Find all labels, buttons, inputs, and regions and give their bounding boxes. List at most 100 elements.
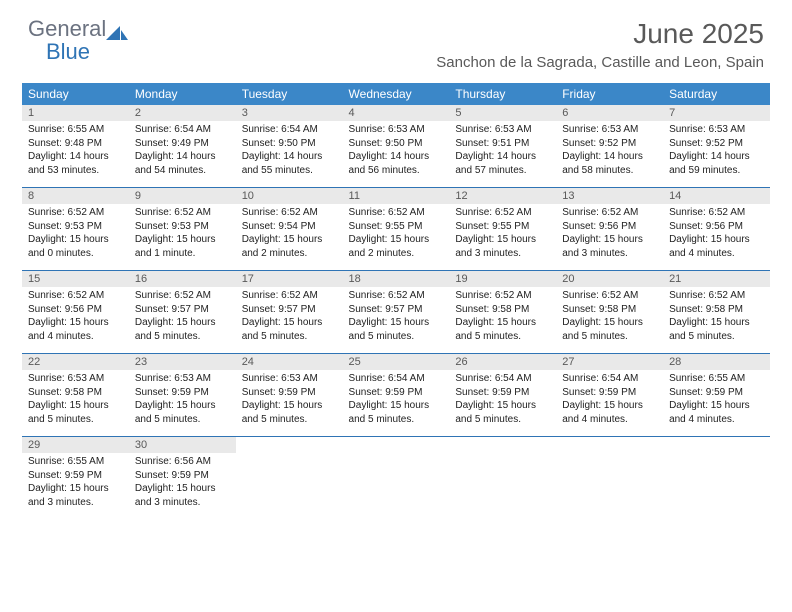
day-number: 18	[343, 271, 450, 287]
day-cell: Sunrise: 6:52 AMSunset: 9:55 PMDaylight:…	[343, 204, 450, 271]
day-line: Sunrise: 6:52 AM	[669, 206, 764, 220]
day-line: Sunset: 9:57 PM	[349, 303, 444, 317]
day-cell	[556, 453, 663, 519]
day-line: Daylight: 15 hours	[242, 399, 337, 413]
day-line: Sunrise: 6:53 AM	[28, 372, 123, 386]
day-body-row: Sunrise: 6:52 AMSunset: 9:53 PMDaylight:…	[22, 204, 770, 271]
day-line: Sunset: 9:52 PM	[562, 137, 657, 151]
day-line: Daylight: 14 hours	[455, 150, 550, 164]
day-number: 29	[22, 437, 129, 453]
day-line: Daylight: 15 hours	[669, 399, 764, 413]
day-line: Daylight: 15 hours	[349, 233, 444, 247]
day-number: 25	[343, 354, 450, 370]
day-number: 2	[129, 105, 236, 121]
day-line: Daylight: 15 hours	[669, 233, 764, 247]
day-line: Sunset: 9:55 PM	[455, 220, 550, 234]
day-number: 13	[556, 188, 663, 204]
day-line: and 5 minutes.	[135, 413, 230, 427]
day-cell: Sunrise: 6:54 AMSunset: 9:59 PMDaylight:…	[343, 370, 450, 437]
day-line: Sunrise: 6:53 AM	[135, 372, 230, 386]
day-cell: Sunrise: 6:52 AMSunset: 9:54 PMDaylight:…	[236, 204, 343, 271]
day-cell: Sunrise: 6:54 AMSunset: 9:49 PMDaylight:…	[129, 121, 236, 188]
day-number: 30	[129, 437, 236, 453]
day-line: and 4 minutes.	[562, 413, 657, 427]
day-cell	[236, 453, 343, 519]
day-number: 6	[556, 105, 663, 121]
day-line: Sunrise: 6:52 AM	[455, 206, 550, 220]
day-cell: Sunrise: 6:52 AMSunset: 9:53 PMDaylight:…	[129, 204, 236, 271]
weekday-header: Thursday	[449, 83, 556, 105]
day-line: Daylight: 15 hours	[28, 233, 123, 247]
day-line: Sunrise: 6:56 AM	[135, 455, 230, 469]
day-line: Sunrise: 6:54 AM	[135, 123, 230, 137]
day-number	[663, 437, 770, 453]
day-line: Daylight: 14 hours	[349, 150, 444, 164]
location-subtitle: Sanchon de la Sagrada, Castille and Leon…	[436, 54, 764, 71]
day-line: Sunset: 9:54 PM	[242, 220, 337, 234]
day-cell: Sunrise: 6:56 AMSunset: 9:59 PMDaylight:…	[129, 453, 236, 519]
day-line: Daylight: 14 hours	[135, 150, 230, 164]
day-line: Daylight: 15 hours	[135, 233, 230, 247]
day-cell: Sunrise: 6:52 AMSunset: 9:55 PMDaylight:…	[449, 204, 556, 271]
day-line: Sunrise: 6:52 AM	[135, 289, 230, 303]
day-line: Daylight: 15 hours	[455, 233, 550, 247]
day-line: Sunrise: 6:55 AM	[669, 372, 764, 386]
day-cell: Sunrise: 6:52 AMSunset: 9:56 PMDaylight:…	[663, 204, 770, 271]
day-number: 23	[129, 354, 236, 370]
day-number: 11	[343, 188, 450, 204]
day-line: Sunrise: 6:52 AM	[242, 206, 337, 220]
day-number: 28	[663, 354, 770, 370]
day-line: Sunrise: 6:53 AM	[455, 123, 550, 137]
day-cell: Sunrise: 6:53 AMSunset: 9:59 PMDaylight:…	[236, 370, 343, 437]
day-line: Sunset: 9:58 PM	[28, 386, 123, 400]
day-line: and 53 minutes.	[28, 164, 123, 178]
day-line: Sunset: 9:52 PM	[669, 137, 764, 151]
day-line: Sunset: 9:53 PM	[135, 220, 230, 234]
day-cell: Sunrise: 6:54 AMSunset: 9:59 PMDaylight:…	[449, 370, 556, 437]
day-line: Sunset: 9:51 PM	[455, 137, 550, 151]
day-cell: Sunrise: 6:52 AMSunset: 9:56 PMDaylight:…	[22, 287, 129, 354]
day-line: Sunrise: 6:52 AM	[349, 289, 444, 303]
day-line: Sunset: 9:59 PM	[455, 386, 550, 400]
logo-sail-icon	[106, 24, 128, 40]
day-cell: Sunrise: 6:53 AMSunset: 9:51 PMDaylight:…	[449, 121, 556, 188]
day-line: Sunrise: 6:52 AM	[28, 289, 123, 303]
day-number-row: 891011121314	[22, 188, 770, 204]
day-number: 7	[663, 105, 770, 121]
day-line: Daylight: 14 hours	[242, 150, 337, 164]
day-line: Sunset: 9:59 PM	[349, 386, 444, 400]
day-body-row: Sunrise: 6:52 AMSunset: 9:56 PMDaylight:…	[22, 287, 770, 354]
day-line: Sunset: 9:57 PM	[242, 303, 337, 317]
day-line: Sunrise: 6:54 AM	[349, 372, 444, 386]
day-line: Daylight: 15 hours	[455, 316, 550, 330]
day-line: and 3 minutes.	[135, 496, 230, 510]
day-line: and 5 minutes.	[242, 413, 337, 427]
day-line: Sunset: 9:48 PM	[28, 137, 123, 151]
brand-logo: General Blue	[28, 18, 128, 64]
day-line: Daylight: 15 hours	[135, 482, 230, 496]
day-number: 5	[449, 105, 556, 121]
day-line: Daylight: 15 hours	[349, 316, 444, 330]
weekday-header: Monday	[129, 83, 236, 105]
day-number: 9	[129, 188, 236, 204]
day-line: Sunrise: 6:52 AM	[135, 206, 230, 220]
weekday-header: Tuesday	[236, 83, 343, 105]
day-line: Daylight: 14 hours	[669, 150, 764, 164]
day-cell: Sunrise: 6:53 AMSunset: 9:59 PMDaylight:…	[129, 370, 236, 437]
day-cell	[449, 453, 556, 519]
day-line: and 3 minutes.	[562, 247, 657, 261]
day-number: 21	[663, 271, 770, 287]
day-line: and 5 minutes.	[669, 330, 764, 344]
day-line: Sunrise: 6:54 AM	[242, 123, 337, 137]
day-cell: Sunrise: 6:54 AMSunset: 9:59 PMDaylight:…	[556, 370, 663, 437]
day-line: and 55 minutes.	[242, 164, 337, 178]
day-line: and 4 minutes.	[669, 413, 764, 427]
day-number: 22	[22, 354, 129, 370]
day-line: and 2 minutes.	[242, 247, 337, 261]
day-line: and 5 minutes.	[349, 330, 444, 344]
weekday-header: Sunday	[22, 83, 129, 105]
day-cell: Sunrise: 6:55 AMSunset: 9:48 PMDaylight:…	[22, 121, 129, 188]
day-number: 14	[663, 188, 770, 204]
day-line: and 4 minutes.	[669, 247, 764, 261]
calendar-grid: Sunday Monday Tuesday Wednesday Thursday…	[22, 83, 770, 519]
